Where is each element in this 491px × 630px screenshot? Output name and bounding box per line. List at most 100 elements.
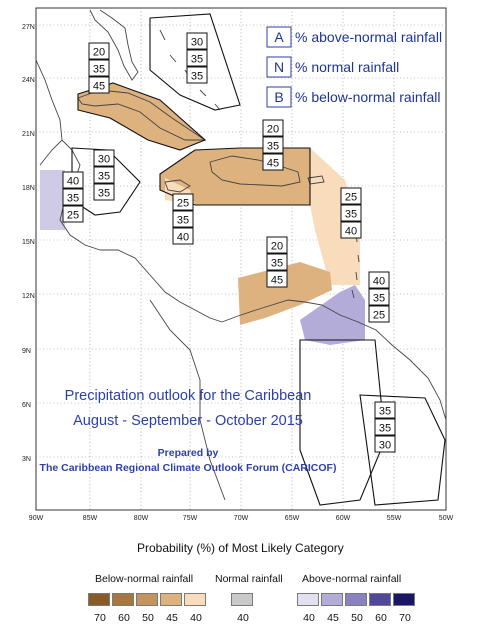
lat-tick-label: 6N bbox=[22, 402, 31, 409]
prob-value-a: 20 bbox=[267, 124, 279, 136]
prob-value-n: 35 bbox=[191, 54, 203, 66]
jamaica-coast bbox=[164, 179, 191, 193]
zone-windward-below bbox=[238, 262, 332, 325]
florida-coast bbox=[89, 9, 139, 81]
prob-value-n: 35 bbox=[98, 171, 110, 183]
prob-value-a: 30 bbox=[191, 37, 203, 49]
prob-value-n: 35 bbox=[93, 64, 105, 76]
legend-below-value: 50 bbox=[142, 612, 154, 624]
legend-above-swatch bbox=[297, 593, 319, 606]
probability-box: 20 35 45 bbox=[88, 42, 110, 94]
prob-value-a: 30 bbox=[98, 154, 110, 166]
prob-value-a: 20 bbox=[93, 47, 105, 59]
prob-value-b: 45 bbox=[271, 275, 283, 287]
prob-value-b: 40 bbox=[345, 226, 357, 238]
prob-value-n: 35 bbox=[345, 209, 357, 221]
lat-tick-label: 27N bbox=[22, 24, 35, 31]
cuba-coast bbox=[77, 89, 207, 141]
prepared-by-org: The Caribbean Regional Climate Outlook F… bbox=[40, 462, 337, 474]
probability-box: 30 35 35 bbox=[93, 149, 115, 201]
legend-above-swatch bbox=[321, 593, 343, 606]
legend-below-value: 60 bbox=[118, 612, 130, 624]
key-text-normal: % normal rainfall bbox=[295, 59, 399, 75]
hispaniola-coast bbox=[209, 155, 301, 187]
probability-box: 25 35 40 bbox=[340, 187, 362, 239]
lon-tick-label: 65W bbox=[285, 515, 300, 522]
key-letter-n: N bbox=[274, 59, 284, 75]
legend-below-label: Below-normal rainfall bbox=[95, 573, 194, 585]
outline-cuba bbox=[77, 82, 207, 151]
puerto-rico-coast bbox=[307, 175, 325, 185]
prob-value-n: 35 bbox=[379, 423, 391, 435]
panama-mainland bbox=[149, 299, 226, 501]
probability-box: 20 35 45 bbox=[262, 119, 284, 171]
lon-tick-label: 85W bbox=[83, 515, 98, 522]
outlook-period: August - September - October 2015 bbox=[73, 413, 303, 429]
mexico-gulf-coast bbox=[35, 59, 63, 141]
lat-tick-label: 24N bbox=[22, 77, 35, 84]
probability-box: 40 35 25 bbox=[62, 171, 84, 223]
outlook-zones bbox=[40, 83, 365, 345]
legend-above-value: 50 bbox=[351, 612, 363, 624]
key-text-below: % below-normal rainfall bbox=[295, 89, 441, 105]
prob-value-a: 40 bbox=[67, 176, 79, 188]
prob-value-b: 45 bbox=[93, 81, 105, 93]
lat-tick-label: 15N bbox=[22, 239, 35, 246]
prob-value-a: 35 bbox=[379, 406, 391, 418]
legend-below-value: 45 bbox=[166, 612, 178, 624]
zone-cuba-below bbox=[78, 83, 205, 150]
legend-above-swatch bbox=[345, 593, 367, 606]
probability-box: 40 35 25 bbox=[368, 271, 390, 323]
prob-value-a: 20 bbox=[271, 241, 283, 253]
legend-below-swatch bbox=[184, 593, 206, 606]
legend-below-swatches bbox=[88, 593, 208, 606]
lat-tick-label: 9N bbox=[22, 348, 31, 355]
legend-below-swatch bbox=[136, 593, 158, 606]
lon-tick-label: 80W bbox=[134, 515, 149, 522]
outline-guyana bbox=[359, 394, 446, 506]
prepared-by: Prepared by bbox=[158, 447, 219, 459]
legend-above-value: 40 bbox=[303, 612, 315, 624]
lon-tick-label: 55W bbox=[387, 515, 402, 522]
outline-hispaniola bbox=[159, 147, 311, 206]
legend-below-swatch bbox=[112, 593, 134, 606]
lon-tick-label: 50W bbox=[439, 515, 454, 522]
outline-guianas bbox=[299, 339, 386, 506]
prob-value-a: 25 bbox=[177, 198, 189, 210]
probability-box: 30 35 35 bbox=[186, 32, 208, 84]
probability-boxes: 30 35 35 20 35 45 20 35 45 30 35 35 40 35 25 25 35 40 25 35… bbox=[62, 32, 396, 453]
legend-below-swatch bbox=[88, 593, 110, 606]
key-letter-a: A bbox=[274, 29, 284, 45]
central-america-coast bbox=[100, 249, 223, 323]
prob-value-b: 40 bbox=[177, 232, 189, 244]
probability-box: 35 35 30 bbox=[374, 401, 396, 453]
prob-value-b: 30 bbox=[379, 440, 391, 452]
prob-value-b: 35 bbox=[98, 188, 110, 200]
prob-value-b: 35 bbox=[191, 71, 203, 83]
legend-above-label: Above-normal rainfall bbox=[302, 573, 402, 585]
prob-value-b: 45 bbox=[267, 158, 279, 170]
legend-normal-values: 40 bbox=[231, 612, 255, 624]
legend-above-swatches bbox=[297, 593, 417, 606]
lat-tick-label: 12N bbox=[22, 293, 35, 300]
legend-normal-label: Normal rainfall bbox=[215, 573, 283, 585]
lat-tick-label: 3N bbox=[22, 456, 31, 463]
legend-above-value: 70 bbox=[399, 612, 411, 624]
zone-mexico-above bbox=[40, 170, 65, 230]
latitude-axis-labels: 27N 24N 21N 18N 15N 12N 9N 6N 3N bbox=[22, 24, 35, 463]
legend-below-swatch bbox=[160, 593, 182, 606]
probability-box: 25 35 40 bbox=[172, 193, 194, 245]
longitude-axis-labels: 90W 85W 80W 75W 70W 65W 60W 55W 50W bbox=[29, 515, 454, 522]
lon-tick-label: 90W bbox=[29, 515, 44, 522]
legend-normal-swatches bbox=[231, 593, 255, 606]
prob-value-a: 40 bbox=[373, 276, 385, 288]
lon-tick-label: 70W bbox=[234, 515, 249, 522]
legend-normal-swatch bbox=[231, 593, 253, 606]
lon-tick-label: 75W bbox=[183, 515, 198, 522]
legend-above-swatch bbox=[369, 593, 391, 606]
lat-tick-label: 21N bbox=[22, 131, 35, 138]
prob-value-b: 25 bbox=[67, 210, 79, 222]
legend-below-value: 40 bbox=[190, 612, 202, 624]
key-letter-b: B bbox=[274, 89, 283, 105]
